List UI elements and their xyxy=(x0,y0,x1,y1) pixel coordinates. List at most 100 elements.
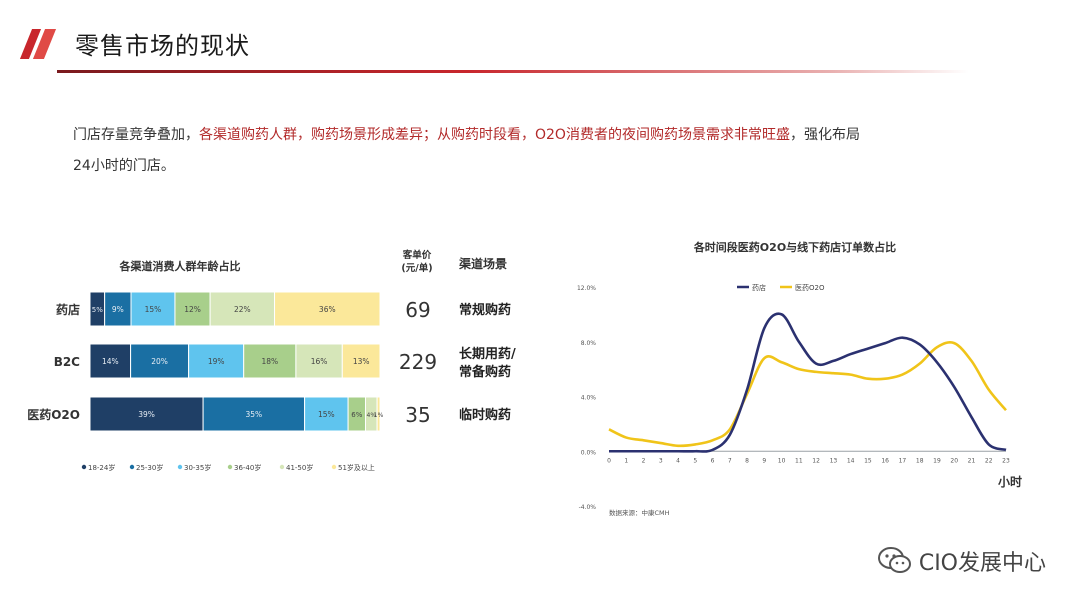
x-tick-label-5: 5 xyxy=(693,457,697,464)
x-tick-label-19: 19 xyxy=(933,457,941,464)
bar-data-label-2-5: 1% xyxy=(374,412,384,419)
bar-data-label-2-2: 15% xyxy=(318,410,335,419)
intro-text-3: ，强化布局 xyxy=(789,127,860,143)
legend-marker-1 xyxy=(129,464,135,470)
bar-segment-1-5 xyxy=(341,343,381,379)
x-tick-label-3: 3 xyxy=(659,457,663,464)
bar-segment-1-4 xyxy=(295,343,343,379)
bar-data-label-2-0: 39% xyxy=(138,410,155,419)
scene-label-2: 临时购药 xyxy=(459,407,511,423)
x-tick-label-16: 16 xyxy=(881,457,889,464)
category-label-2: 医药O2O xyxy=(27,407,80,422)
legend-label-0: 18-24岁 xyxy=(88,463,115,472)
title-divider xyxy=(57,70,969,73)
scene-header: 渠道场景 xyxy=(459,256,507,271)
bar-data-label-0-2: 15% xyxy=(145,305,162,314)
bar-segment-1-0 xyxy=(89,343,132,379)
x-tick-label-0: 0 xyxy=(607,457,611,464)
bar-data-label-0-3: 12% xyxy=(184,305,201,314)
scene-label-0: 常规购药 xyxy=(459,302,511,318)
bar-data-label-1-1: 20% xyxy=(151,357,168,366)
category-label-0: 药店 xyxy=(56,302,80,317)
bar-segment-0-3 xyxy=(174,291,211,327)
legend-label-2: 30-35岁 xyxy=(184,463,211,472)
series-line-1 xyxy=(608,341,1007,448)
scene-label-1-line-1: 长期用药/ xyxy=(459,346,516,362)
x-tick-label-15: 15 xyxy=(864,457,872,464)
legend-series-label-0: 药店 xyxy=(752,283,766,292)
bar-data-label-0-4: 22% xyxy=(234,305,251,314)
bar-data-label-2-4: 4% xyxy=(367,412,377,419)
bar-segment-0-5 xyxy=(274,291,381,327)
legend-marker-4 xyxy=(279,464,285,470)
x-tick-label-12: 12 xyxy=(812,457,820,464)
y-tick-label-0: -4.0% xyxy=(579,504,597,511)
bar-data-label-0-0: 5% xyxy=(92,306,103,314)
page-title: 零售市场的现状 xyxy=(75,32,250,60)
intro-text-4: 24小时的门店。 xyxy=(73,158,175,174)
x-tick-label-22: 22 xyxy=(985,457,993,464)
x-tick-label-23: 23 xyxy=(1002,457,1010,464)
bar-data-label-1-3: 18% xyxy=(261,357,278,366)
legend-marker-5 xyxy=(331,464,337,470)
bar-segment-0-2 xyxy=(130,291,176,327)
bar-data-label-2-1: 35% xyxy=(246,410,263,419)
bar-data-label-1-4: 16% xyxy=(311,357,328,366)
bar-data-label-1-5: 13% xyxy=(353,357,370,366)
wechat-icon xyxy=(877,547,911,573)
x-tick-label-13: 13 xyxy=(830,457,838,464)
intro-paragraph: 门店存量竞争叠加，各渠道购药人群，购药场景形成差异；从购药时段看，O2O消费者的… xyxy=(73,120,973,182)
bar-segment-2-2 xyxy=(304,396,349,432)
x-axis-label: 小时 xyxy=(998,474,1022,489)
price-header-line-2: (元/单) xyxy=(401,262,432,274)
legend-marker-3 xyxy=(227,464,233,470)
x-tick-label-21: 21 xyxy=(968,457,976,464)
bar-segment-1-3 xyxy=(243,343,297,379)
unit-price-1: 229 xyxy=(399,350,437,374)
x-tick-label-1: 1 xyxy=(624,457,628,464)
bar-chart-title: 各渠道消费人群年龄占比 xyxy=(119,259,241,273)
x-tick-label-4: 4 xyxy=(676,457,680,464)
price-header-line-1: 客单价 xyxy=(402,249,432,261)
x-tick-label-8: 8 xyxy=(745,457,749,464)
intro-text-1: 门店存量竞争叠加， xyxy=(73,127,199,143)
bar-data-label-0-5: 36% xyxy=(319,305,336,314)
bar-segment-2-5 xyxy=(376,396,381,432)
bar-segment-0-4 xyxy=(209,291,276,327)
x-tick-label-9: 9 xyxy=(762,457,766,464)
line-chart-title: 各时间段医药O2O与线下药店订单数占比 xyxy=(693,240,896,254)
x-tick-label-11: 11 xyxy=(795,457,803,464)
watermark: CIO发展中心 xyxy=(877,545,1046,577)
y-tick-label-3: 8.0% xyxy=(581,340,597,347)
bar-data-label-2-3: 6% xyxy=(351,411,362,419)
watermark-text: CIO发展中心 xyxy=(918,551,1046,576)
legend-label-5: 51岁及以上 xyxy=(338,463,375,472)
scene-label-1-line-2: 常备购药 xyxy=(459,364,511,380)
category-label-1: B2C xyxy=(54,355,80,369)
legend-label-1: 25-30岁 xyxy=(136,463,163,472)
bar-data-label-0-1: 9% xyxy=(112,305,124,314)
y-tick-label-1: 0.0% xyxy=(581,449,597,456)
source-note: 数据来源：中康CMH xyxy=(609,508,670,517)
x-tick-label-6: 6 xyxy=(711,457,715,464)
bar-segment-1-1 xyxy=(130,343,190,379)
x-tick-label-20: 20 xyxy=(950,457,958,464)
bar-segment-2-1 xyxy=(202,396,306,432)
x-tick-label-17: 17 xyxy=(899,457,907,464)
unit-price-2: 35 xyxy=(405,403,430,427)
intro-highlight: 各渠道购药人群，购药场景形成差异；从购药时段看，O2O消费者的夜间购药场景需求非… xyxy=(199,127,790,143)
x-tick-label-10: 10 xyxy=(778,457,786,464)
legend-label-4: 41-50岁 xyxy=(286,463,313,472)
x-tick-label-7: 7 xyxy=(728,457,732,464)
bar-data-label-1-2: 19% xyxy=(208,357,225,366)
bar-data-label-1-0: 14% xyxy=(102,357,119,366)
x-tick-label-2: 2 xyxy=(642,457,646,464)
series-line-0 xyxy=(608,312,1007,453)
x-tick-label-18: 18 xyxy=(916,457,924,464)
legend-series-label-1: 医药O2O xyxy=(795,283,825,292)
legend-label-3: 36-40岁 xyxy=(234,463,261,472)
y-tick-label-4: 12.0% xyxy=(577,285,596,292)
y-tick-label-2: 4.0% xyxy=(581,395,597,402)
x-tick-label-14: 14 xyxy=(847,457,855,464)
